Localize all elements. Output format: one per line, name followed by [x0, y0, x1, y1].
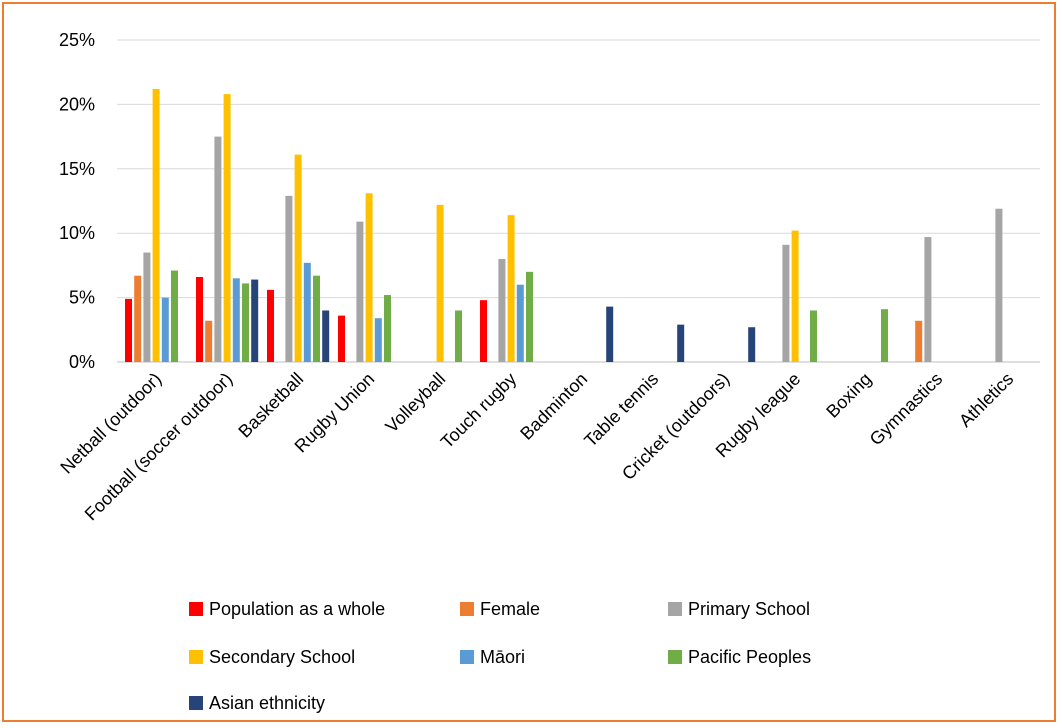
x-tick-label: Athletics [955, 369, 1017, 431]
bar [374, 318, 382, 362]
bar [171, 270, 178, 362]
y-axis-ticks: 0% 5% 10% 15% 20% 25% [59, 30, 95, 372]
legend-swatch [668, 602, 682, 616]
x-tick-label: Volleyball [381, 369, 449, 437]
bar [748, 327, 756, 362]
bar [338, 315, 345, 362]
bar [285, 195, 293, 362]
bar [384, 295, 391, 362]
bars [125, 88, 1003, 362]
bar [498, 258, 506, 362]
bar [251, 279, 259, 362]
legend-swatch [668, 650, 682, 664]
bar [365, 193, 373, 362]
y-tick-label: 5% [69, 288, 95, 308]
bar [267, 289, 274, 362]
bar [480, 300, 487, 362]
bar [214, 136, 222, 362]
bar [125, 298, 132, 362]
legend-label: Pacific Peoples [688, 647, 811, 667]
bar [223, 94, 231, 362]
y-tick-label: 20% [59, 94, 95, 114]
bar [232, 278, 240, 362]
bar [205, 320, 213, 362]
bar [507, 215, 515, 362]
legend-swatch [460, 602, 474, 616]
bar [242, 283, 249, 362]
legend-label: Population as a whole [209, 599, 385, 619]
bar [915, 320, 923, 362]
x-tick-label: Basketball [234, 369, 307, 442]
legend: Population as a whole Female Primary Schoo… [189, 599, 811, 713]
x-tick-label: Football (soccer outdoor) [81, 369, 237, 525]
bar [791, 230, 799, 362]
x-tick-label: Gymnastics [866, 369, 947, 450]
bar [313, 275, 320, 362]
legend-label: Māori [480, 647, 525, 667]
bar [995, 208, 1003, 362]
bar [161, 297, 169, 362]
bar [455, 310, 462, 362]
bar [810, 310, 817, 362]
x-tick-label: Badminton [516, 369, 591, 444]
bar [303, 262, 311, 362]
bar [924, 237, 932, 362]
bar [881, 309, 888, 362]
bar [134, 275, 142, 362]
bar [143, 252, 151, 362]
y-tick-label: 0% [69, 352, 95, 372]
bar [516, 284, 524, 362]
legend-label: Female [480, 599, 540, 619]
bar [526, 271, 533, 362]
y-tick-label: 25% [59, 30, 95, 50]
bar [196, 276, 203, 362]
bar [322, 310, 330, 362]
legend-swatch [189, 650, 203, 664]
bar [436, 204, 444, 362]
bar [356, 221, 364, 362]
legend-label: Asian ethnicity [209, 693, 325, 713]
bar [677, 324, 685, 362]
legend-label: Secondary School [209, 647, 355, 667]
x-tick-label: Touch rugby [437, 369, 520, 452]
legend-swatch [460, 650, 474, 664]
bar [782, 244, 790, 362]
x-tick-label: Boxing [822, 369, 875, 422]
legend-label: Primary School [688, 599, 810, 619]
bar [152, 88, 160, 362]
y-tick-label: 15% [59, 159, 95, 179]
x-axis-ticks: Netball (outdoor)Football (soccer outdoo… [56, 369, 1017, 525]
y-tick-label: 10% [59, 223, 95, 243]
bar [294, 154, 302, 362]
bar [606, 306, 614, 362]
legend-swatch [189, 602, 203, 616]
legend-swatch [189, 696, 203, 710]
